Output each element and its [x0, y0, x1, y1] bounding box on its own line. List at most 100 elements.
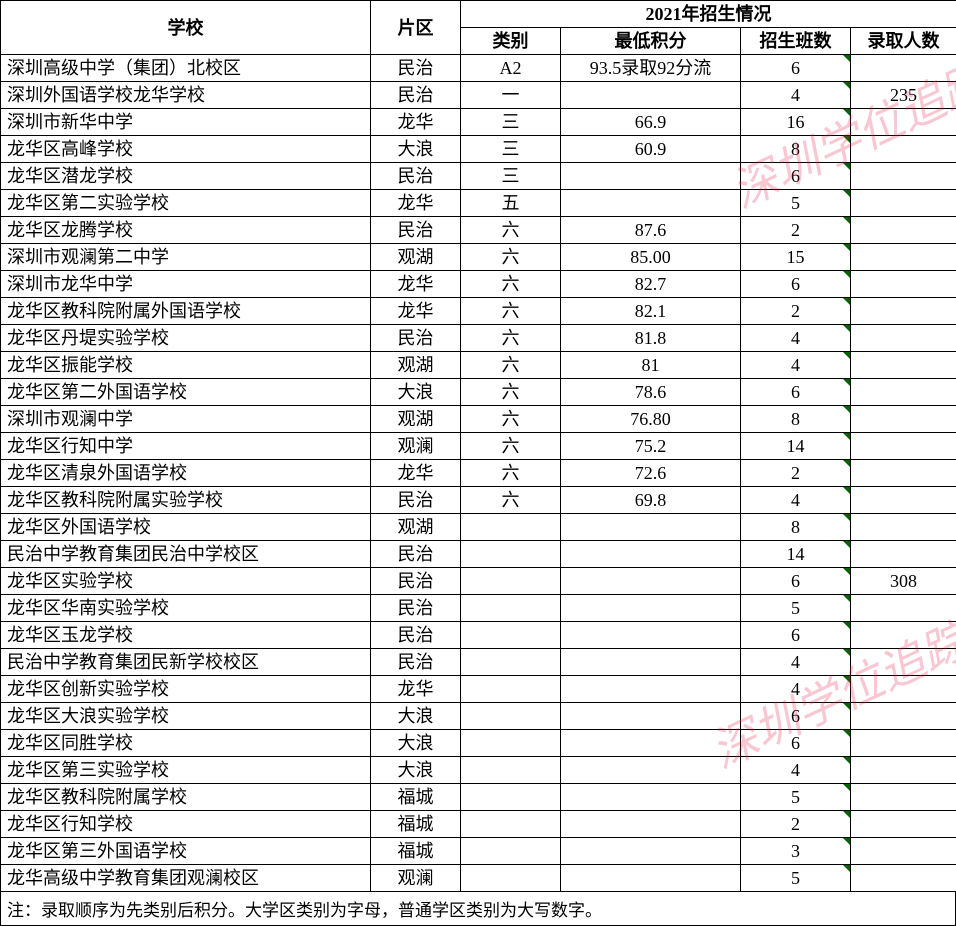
- table-header: 学校 片区 2021年招生情况 类别 最低积分 招生班数 录取人数: [1, 1, 956, 55]
- cell-school: 龙华区高峰学校: [1, 136, 371, 163]
- cell-min-score: 66.9: [561, 109, 741, 136]
- cell-min-score: [561, 784, 741, 811]
- cell-min-score: 93.5录取92分流: [561, 55, 741, 82]
- cell-classes: 6: [741, 703, 851, 730]
- table-row: 深圳外国语学校龙华学校民治一4235: [1, 82, 956, 109]
- cell-school: 龙华区潜龙学校: [1, 163, 371, 190]
- cell-school: 龙华区清泉外国语学校: [1, 460, 371, 487]
- cell-school: 龙华区大浪实验学校: [1, 703, 371, 730]
- cell-category: 六: [461, 487, 561, 514]
- cell-enrolled: [851, 784, 956, 811]
- cell-min-score: [561, 838, 741, 865]
- cell-min-score: 78.6: [561, 379, 741, 406]
- cell-school: 龙华区教科院附属外国语学校: [1, 298, 371, 325]
- cell-school: 民治中学教育集团民新学校校区: [1, 649, 371, 676]
- cell-enrolled: [851, 433, 956, 460]
- cell-min-score: [561, 730, 741, 757]
- table-row: 龙华区大浪实验学校大浪6: [1, 703, 956, 730]
- cell-category: [461, 757, 561, 784]
- cell-classes: 2: [741, 811, 851, 838]
- cell-min-score: [561, 865, 741, 892]
- cell-classes: 2: [741, 298, 851, 325]
- cell-enrolled: [851, 595, 956, 622]
- cell-school: 龙华区教科院附属学校: [1, 784, 371, 811]
- table-row: 龙华区第二实验学校龙华五5: [1, 190, 956, 217]
- cell-school: 民治中学教育集团民治中学校区: [1, 541, 371, 568]
- cell-enrolled: [851, 676, 956, 703]
- cell-min-score: [561, 514, 741, 541]
- cell-classes: 6: [741, 55, 851, 82]
- cell-min-score: [561, 541, 741, 568]
- cell-category: 六: [461, 298, 561, 325]
- cell-district: 观湖: [371, 406, 461, 433]
- cell-district: 大浪: [371, 730, 461, 757]
- cell-district: 民治: [371, 163, 461, 190]
- cell-district: 民治: [371, 82, 461, 109]
- cell-enrolled: [851, 163, 956, 190]
- cell-category: 一: [461, 82, 561, 109]
- cell-district: 观湖: [371, 514, 461, 541]
- table-row: 深圳高级中学（集团）北校区民治A293.5录取92分流6: [1, 55, 956, 82]
- table-row: 深圳市龙华中学龙华六82.76: [1, 271, 956, 298]
- table-row: 龙华区外国语学校观湖8: [1, 514, 956, 541]
- cell-district: 大浪: [371, 757, 461, 784]
- cell-school: 龙华区实验学校: [1, 568, 371, 595]
- cell-district: 民治: [371, 622, 461, 649]
- cell-enrolled: [851, 838, 956, 865]
- cell-school: 深圳市龙华中学: [1, 271, 371, 298]
- cell-classes: 5: [741, 595, 851, 622]
- cell-school: 龙华区第二外国语学校: [1, 379, 371, 406]
- header-year-enrollment: 2021年招生情况: [461, 1, 956, 28]
- table-row: 龙华区教科院附属外国语学校龙华六82.12: [1, 298, 956, 325]
- cell-category: [461, 622, 561, 649]
- cell-classes: 6: [741, 730, 851, 757]
- table-row: 民治中学教育集团民新学校校区民治4: [1, 649, 956, 676]
- cell-district: 观澜: [371, 433, 461, 460]
- cell-enrolled: [851, 190, 956, 217]
- cell-classes: 8: [741, 136, 851, 163]
- cell-min-score: 69.8: [561, 487, 741, 514]
- cell-enrolled: [851, 811, 956, 838]
- cell-classes: 4: [741, 649, 851, 676]
- cell-enrolled: [851, 244, 956, 271]
- cell-enrolled: [851, 460, 956, 487]
- cell-classes: 16: [741, 109, 851, 136]
- cell-category: 三: [461, 163, 561, 190]
- cell-min-score: 75.2: [561, 433, 741, 460]
- cell-school: 龙华区同胜学校: [1, 730, 371, 757]
- cell-enrolled: [851, 352, 956, 379]
- cell-school: 龙华区玉龙学校: [1, 622, 371, 649]
- cell-category: [461, 865, 561, 892]
- cell-school: 龙华区外国语学校: [1, 514, 371, 541]
- cell-district: 民治: [371, 595, 461, 622]
- cell-category: [461, 568, 561, 595]
- enrollment-table: 学校 片区 2021年招生情况 类别 最低积分 招生班数 录取人数 深圳高级中学…: [0, 0, 956, 892]
- cell-category: [461, 730, 561, 757]
- table-row: 龙华区实验学校民治6308: [1, 568, 956, 595]
- table-row: 龙华区行知中学观澜六75.214: [1, 433, 956, 460]
- cell-min-score: 82.7: [561, 271, 741, 298]
- cell-classes: 6: [741, 379, 851, 406]
- cell-district: 龙华: [371, 460, 461, 487]
- cell-enrolled: [851, 325, 956, 352]
- table-row: 龙华区第三实验学校大浪4: [1, 757, 956, 784]
- cell-category: 六: [461, 244, 561, 271]
- cell-classes: 5: [741, 865, 851, 892]
- table-row: 龙华区同胜学校大浪 6: [1, 730, 956, 757]
- cell-school: 龙华区振能学校: [1, 352, 371, 379]
- cell-school: 龙华区行知学校: [1, 811, 371, 838]
- cell-school: 龙华区第三外国语学校: [1, 838, 371, 865]
- cell-category: 六: [461, 217, 561, 244]
- cell-classes: 6: [741, 163, 851, 190]
- cell-enrolled: [851, 298, 956, 325]
- cell-category: [461, 784, 561, 811]
- table-row: 龙华区第三外国语学校福城3: [1, 838, 956, 865]
- cell-school: 龙华高级中学教育集团观澜校区: [1, 865, 371, 892]
- cell-min-score: [561, 190, 741, 217]
- cell-enrolled: [851, 217, 956, 244]
- cell-category: 六: [461, 352, 561, 379]
- table-row: 龙华区教科院附属实验学校民治六69.84: [1, 487, 956, 514]
- table-row: 龙华区高峰学校大浪三60.98: [1, 136, 956, 163]
- cell-enrolled: [851, 487, 956, 514]
- cell-district: 龙华: [371, 676, 461, 703]
